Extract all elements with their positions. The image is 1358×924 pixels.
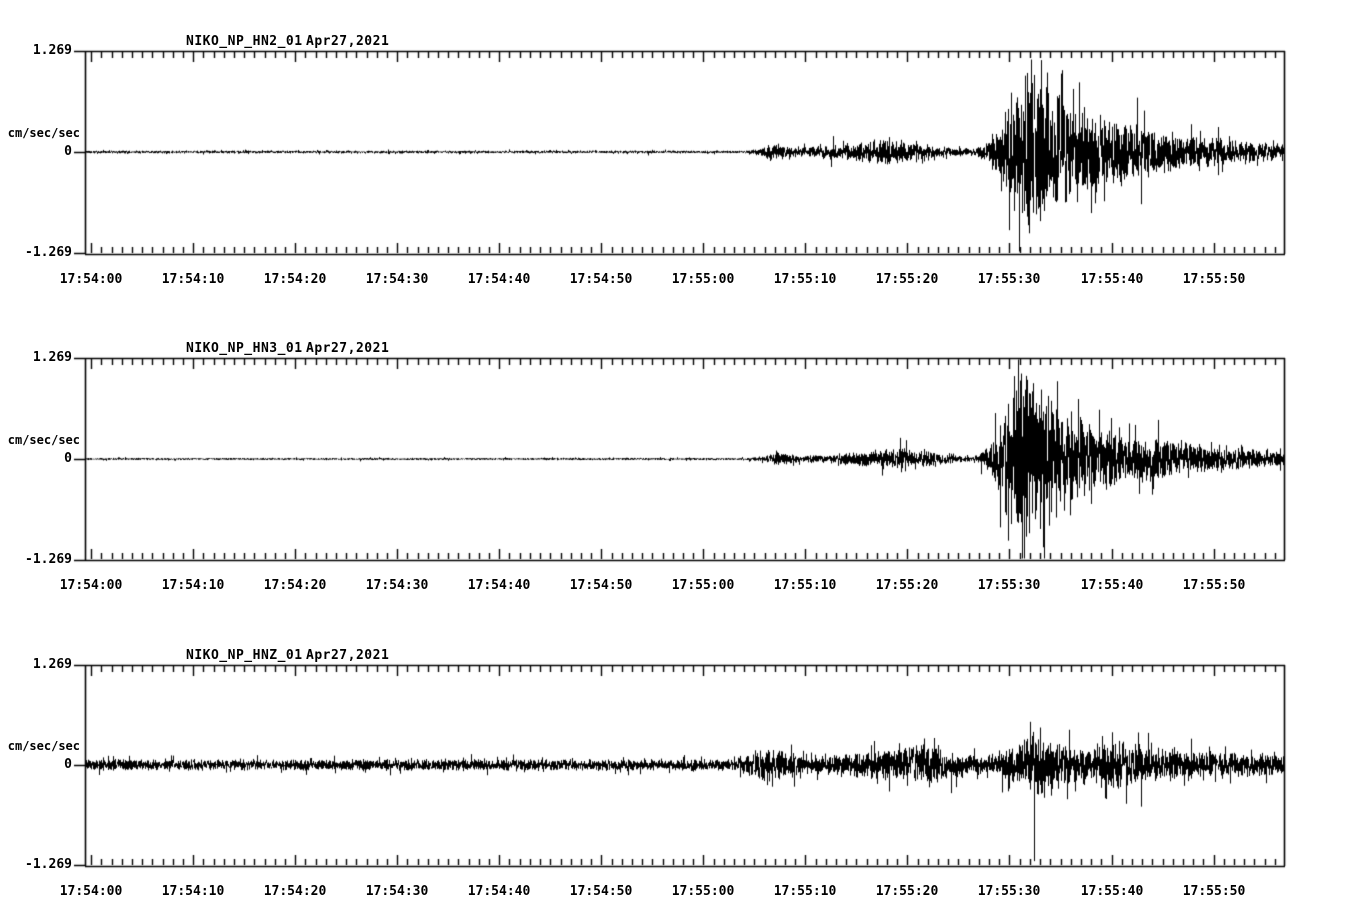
seismogram-figure: NIKO_NP_HN2_01Apr27,2021cm/sec/sec1.2690… (0, 0, 1358, 924)
waveform-canvas-3[interactable] (0, 0, 1358, 924)
seismogram-panel-3: NIKO_NP_HNZ_01 Apr27,2021 cm/sec/sec 1.269 0… (0, 0, 1358, 924)
